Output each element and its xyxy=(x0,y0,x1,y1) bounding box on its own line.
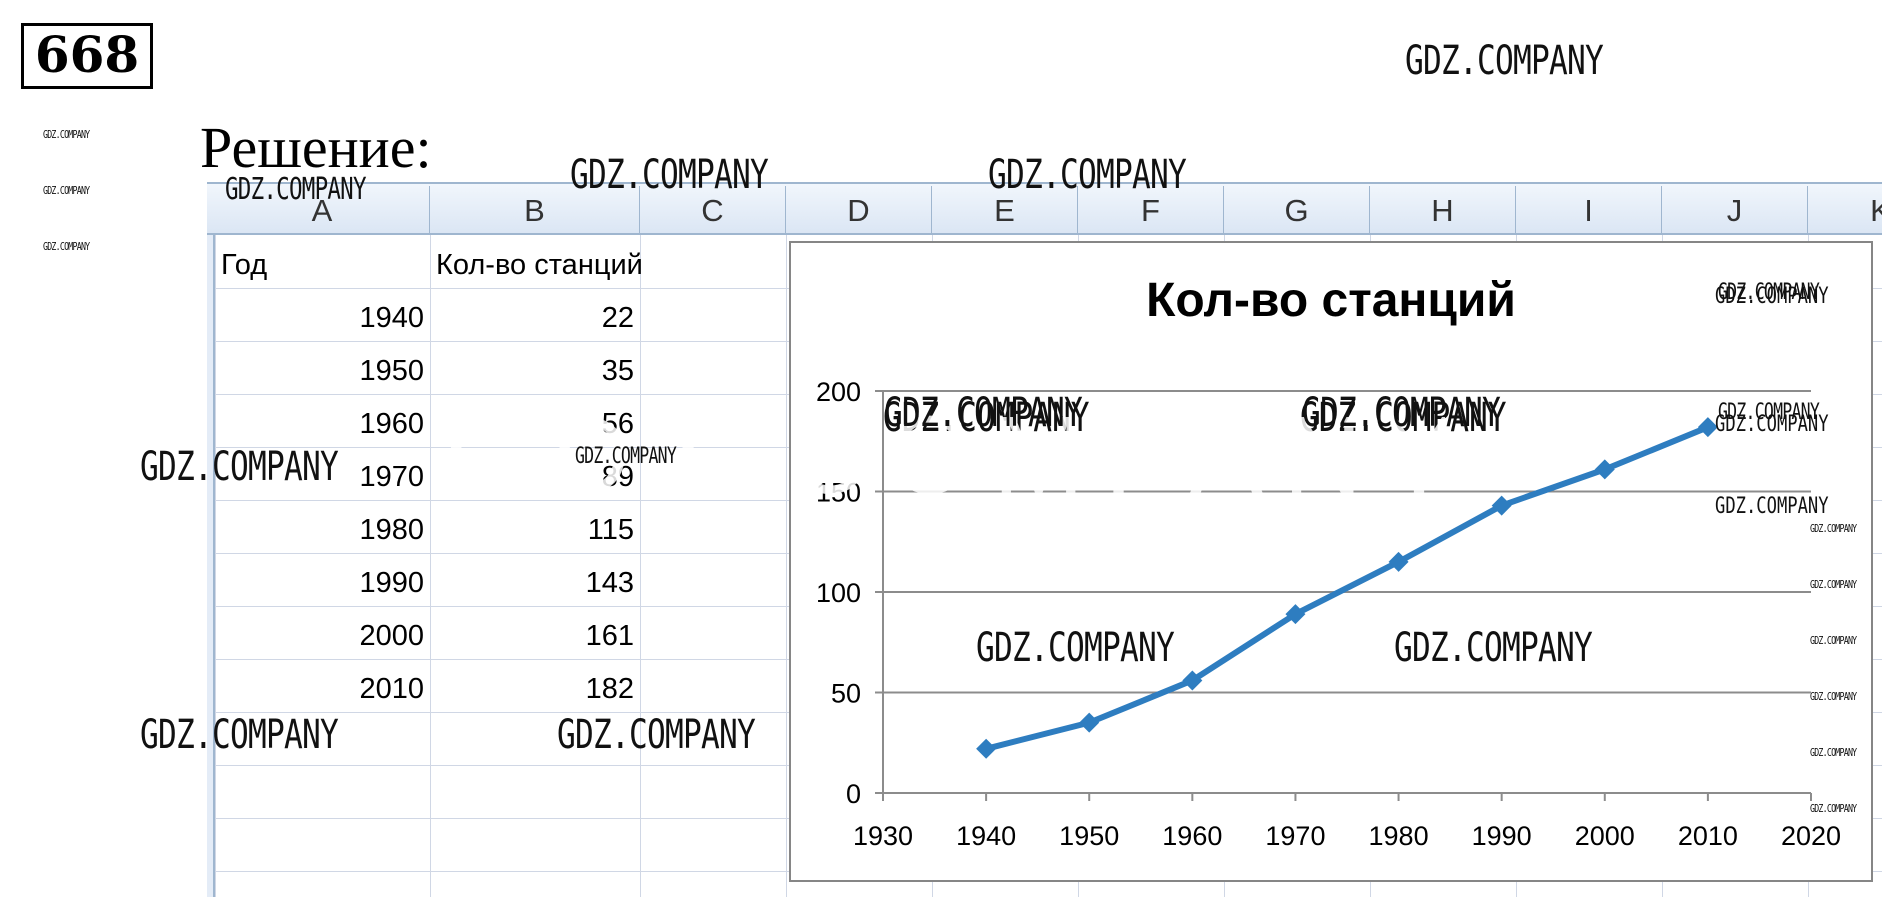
column-header-e[interactable]: E xyxy=(932,186,1078,235)
data-point-marker xyxy=(1697,417,1718,438)
x-tick-label: 2000 xyxy=(1575,821,1635,851)
y-tick-label: 50 xyxy=(831,679,861,709)
data-point-marker xyxy=(1079,712,1100,733)
data-point-marker xyxy=(1285,604,1306,625)
x-tick-label: 1970 xyxy=(1265,821,1325,851)
grid-line-vertical xyxy=(215,235,216,897)
cell-year[interactable]: 1970 xyxy=(359,461,424,493)
cell-a1[interactable]: Год xyxy=(221,249,268,281)
column-header-g[interactable]: G xyxy=(1224,186,1370,235)
x-tick-label: 2010 xyxy=(1678,821,1738,851)
chart-title: Кол-во станций xyxy=(1146,274,1516,327)
column-header-d[interactable]: D xyxy=(786,186,932,235)
watermark: GDZ.COMPANY xyxy=(140,712,339,758)
watermark: GDZ.COMPANY xyxy=(43,240,90,253)
watermark-faded: GDZ.COMPANY xyxy=(445,394,1445,502)
watermark: GDZ.COMPANY xyxy=(570,152,769,198)
watermark: GDZ.COMPANY xyxy=(1810,578,1857,591)
data-point-marker xyxy=(1182,670,1203,691)
cell-stations[interactable]: 182 xyxy=(585,673,634,705)
cell-year[interactable]: 1980 xyxy=(359,514,424,546)
watermark: GDZ.COMPANY xyxy=(884,390,1083,436)
cell-year[interactable]: 1960 xyxy=(359,408,424,440)
watermark: GDZ.COMPANY xyxy=(1715,411,1829,437)
solution-heading: Решение: xyxy=(200,115,432,180)
column-header-i[interactable]: I xyxy=(1516,186,1662,235)
watermark: GDZ.COMPANY xyxy=(1718,400,1820,425)
cell-stations[interactable]: 143 xyxy=(585,567,634,599)
watermark: GDZ.COMPANY xyxy=(1810,522,1857,535)
data-point-marker xyxy=(1388,551,1409,572)
cell-year[interactable]: 1950 xyxy=(359,355,424,387)
watermark: GDZ.COMPANY xyxy=(1715,493,1829,519)
watermark: GDZ.COMPANY xyxy=(1394,625,1593,671)
x-tick-label: 1940 xyxy=(956,821,1016,851)
watermark: GDZ.COMPANY xyxy=(1810,690,1857,703)
watermark: GDZ.COMPANY xyxy=(976,625,1175,671)
grid-line-vertical xyxy=(640,235,641,897)
x-tick-label: 2020 xyxy=(1781,821,1841,851)
y-tick-label: 200 xyxy=(816,377,861,407)
column-header-c[interactable]: C xyxy=(640,186,786,235)
x-tick-label: 1990 xyxy=(1472,821,1532,851)
data-point-marker xyxy=(976,738,997,759)
watermark: GDZ.COMPANY xyxy=(575,444,677,469)
watermark: GDZ.COMPANY xyxy=(988,152,1187,198)
task-number: 668 xyxy=(21,23,153,89)
cell-b1[interactable]: Кол-во станций xyxy=(436,249,643,281)
column-header-a[interactable]: A xyxy=(215,186,430,235)
column-header-k[interactable]: K xyxy=(1808,186,1882,235)
column-header-h[interactable]: H xyxy=(1370,186,1516,235)
row-header-strip xyxy=(207,235,215,897)
cell-stations[interactable]: 161 xyxy=(585,620,634,652)
cell-stations[interactable]: 115 xyxy=(587,514,634,546)
y-tick-label: 0 xyxy=(846,779,861,809)
watermark: GDZ.COMPANY xyxy=(140,444,339,490)
watermark: GDZ.COMPANY xyxy=(1718,280,1820,305)
y-tick-label: 150 xyxy=(816,478,861,508)
watermark: GDZ.COMPANY xyxy=(1810,746,1857,759)
cell-stations[interactable]: 35 xyxy=(601,355,634,387)
cell-year[interactable]: 2010 xyxy=(359,673,424,705)
watermark: GDZ.COMPANY xyxy=(883,395,1090,441)
cell-stations[interactable]: 89 xyxy=(601,461,634,493)
series-line xyxy=(983,424,1711,752)
watermark: GDZ.COMPANY xyxy=(43,184,90,197)
watermark: GDZ.COMPANY xyxy=(557,712,756,758)
watermark: GDZ.COMPANY xyxy=(225,172,367,207)
watermark: GDZ.COMPANY xyxy=(1715,283,1829,309)
cell-year[interactable]: 1940 xyxy=(359,302,424,334)
x-tick-label: 1960 xyxy=(1162,821,1222,851)
grid-line-vertical xyxy=(786,235,787,897)
cell-stations[interactable]: 22 xyxy=(601,302,634,334)
watermark: GDZ.COMPANY xyxy=(1405,38,1604,84)
grid-line-vertical xyxy=(430,235,431,897)
data-point-marker xyxy=(1594,459,1615,480)
cell-year[interactable]: 1990 xyxy=(359,567,424,599)
data-point-marker xyxy=(1491,495,1512,516)
column-header-bar: A B C D E F G H I J K xyxy=(207,182,1882,235)
x-tick-label: 1950 xyxy=(1059,821,1119,851)
watermark: GDZ.COMPANY xyxy=(1302,390,1501,436)
column-header-f[interactable]: F xyxy=(1078,186,1224,235)
chart-plot: 0 50 100 150 200 1930 1940 1950 1960 1970 1980 1990… xyxy=(816,283,1841,851)
watermark: GDZ.COMPANY xyxy=(43,128,90,141)
x-tick-label: 1930 xyxy=(853,821,913,851)
watermark: GDZ.COMPANY xyxy=(1300,395,1507,441)
cell-year[interactable]: 2000 xyxy=(359,620,424,652)
x-tick-label: 1980 xyxy=(1369,821,1429,851)
y-tick-label: 100 xyxy=(816,578,861,608)
column-header-b[interactable]: B xyxy=(430,186,640,235)
watermark: GDZ.COMPANY xyxy=(1810,802,1857,815)
chart[interactable]: Кол-во станций 0 50 100 150 200 1930 1940 1950 1… xyxy=(789,241,1873,882)
spreadsheet: A B C D E F G H I J K Год Кол-во станций… xyxy=(207,182,1882,897)
cell-stations[interactable]: 56 xyxy=(601,408,634,440)
column-header-j[interactable]: J xyxy=(1662,186,1808,235)
watermark: GDZ.COMPANY xyxy=(1810,634,1857,647)
